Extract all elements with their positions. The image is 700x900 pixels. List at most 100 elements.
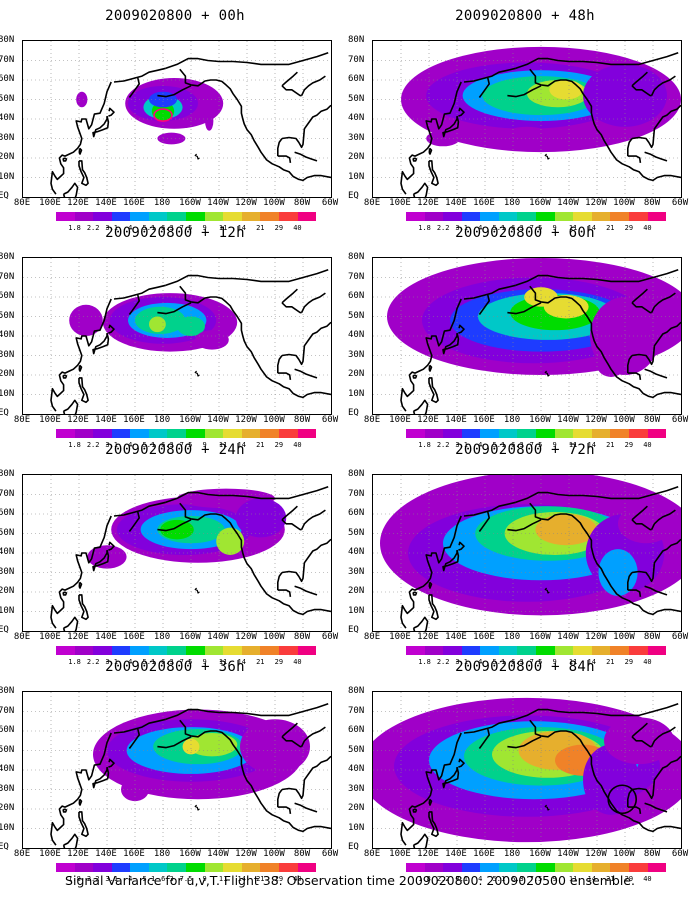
colorbar-swatch: [480, 212, 499, 221]
lon-tick-label: 120E: [67, 198, 89, 208]
lon-tick-label: 100W: [263, 415, 285, 425]
coastline: [507, 302, 542, 315]
colorbar-swatch: [461, 429, 481, 438]
coastline: [277, 372, 292, 381]
lon-tick-label: 160W: [179, 415, 201, 425]
lat-tick-label: 60N: [0, 291, 15, 301]
lon-tick-label: 100E: [389, 632, 411, 642]
lon-tick-label: 80W: [293, 415, 311, 425]
coastline: [157, 302, 192, 315]
variance-contour: [235, 498, 287, 538]
variance-contour: [583, 744, 639, 815]
lon-tick-label: 120W: [235, 632, 257, 642]
colorbar-swatch: [443, 429, 462, 438]
coastline: [78, 364, 83, 372]
map-panel: 2009020800 + 00h 80N 70N 60N 50N 40N 30N 20N 10N…: [0, 0, 350, 232]
coastline: [113, 284, 166, 300]
coastline: [179, 285, 331, 399]
lon-tick-label: 180: [503, 632, 521, 642]
lon-tick-label: 120E: [417, 198, 439, 208]
coastline: [627, 138, 633, 157]
colorbar-swatch: [554, 212, 574, 221]
coastline: [627, 806, 642, 815]
coastline: [194, 370, 200, 377]
lat-tick-label: 10N: [0, 605, 15, 616]
lon-tick-label: 100E: [39, 415, 61, 425]
coastline: [627, 589, 642, 598]
lat-tick-label: 10N: [348, 388, 365, 399]
coastline: [179, 719, 331, 833]
colorbar-swatch: [443, 863, 462, 872]
lat-tick-label: 80N: [348, 686, 365, 696]
colorbar-label: 4: [478, 224, 483, 232]
colorbar-swatch: [424, 863, 444, 872]
coastline: [412, 833, 429, 848]
colorbar-label: 3.1: [455, 441, 469, 449]
colorbar-swatch: [260, 863, 279, 872]
colorbar-swatch: [241, 429, 261, 438]
colorbar: [406, 212, 667, 221]
map-canvas: [23, 258, 331, 414]
colorbar-swatch: [498, 863, 518, 872]
colorbar-swatch: [278, 212, 298, 221]
colorbar-swatch: [647, 429, 667, 438]
coastline: [300, 292, 326, 313]
colorbar-label: 40: [643, 875, 652, 883]
coastline: [165, 51, 329, 70]
lon-tick-label: 120E: [417, 849, 439, 859]
map-panel: 2009020800 + 72h 80N 70N 60N 50N 40N 30N 20N 10N…: [348, 434, 700, 666]
coastline: [442, 115, 460, 138]
coastline: [165, 702, 329, 721]
coastline: [294, 151, 318, 162]
coastline: [281, 288, 298, 304]
colorbar-swatch: [498, 212, 518, 221]
colorbar-swatch: [260, 212, 279, 221]
colorbar-swatch: [573, 212, 592, 221]
colorbar-label: 2.2: [86, 224, 100, 232]
coastline: [281, 104, 331, 149]
lat-tick-label: 10N: [0, 388, 15, 399]
colorbar-swatch: [148, 863, 168, 872]
variance-contour: [216, 527, 245, 555]
colorbar-swatch: [591, 212, 611, 221]
lon-tick-label: 160W: [529, 415, 551, 425]
colorbar-swatch: [480, 646, 499, 655]
variance-contour: [618, 504, 674, 544]
coastline: [627, 372, 642, 381]
coastline: [627, 789, 633, 808]
colorbar-label: 29: [624, 658, 634, 666]
coastline: [281, 321, 331, 366]
colorbar-swatch: [223, 863, 242, 872]
coastline: [631, 538, 681, 583]
colorbar-label: 2.2: [436, 441, 450, 449]
colorbar-swatch: [148, 212, 168, 221]
colorbar-label: 29: [624, 875, 634, 883]
variance-contour: [76, 91, 88, 108]
coastline: [458, 107, 465, 117]
colorbar-label: 7.5: [179, 658, 193, 666]
colorbar-swatch: [461, 646, 481, 655]
colorbar-swatch: [297, 863, 317, 872]
colorbar-label: 6.3: [161, 224, 174, 232]
lon-tick-label: 140E: [95, 198, 117, 208]
variance-shading: [87, 488, 287, 569]
colorbar-swatch: [406, 863, 425, 872]
coastline: [128, 294, 140, 315]
colorbar-label: 4: [478, 875, 483, 883]
lat-tick-label: 70N: [0, 488, 15, 499]
colorbar-swatch: [480, 429, 499, 438]
lon-tick-label: 80E: [363, 198, 381, 208]
coastline: [78, 147, 83, 155]
lon-tick-label: 140E: [445, 632, 467, 642]
colorbar-label: 7.5: [179, 875, 193, 883]
colorbar-swatch: [610, 863, 629, 872]
lat-tick-label: 30N: [348, 783, 365, 794]
coastline: [62, 591, 68, 596]
lon-tick-label: 160E: [123, 849, 145, 859]
coastline: [128, 728, 140, 749]
colorbar-swatch: [204, 646, 224, 655]
lat-tick-label: 80N: [0, 35, 15, 45]
colorbar-swatch: [517, 212, 537, 221]
coastline: [544, 587, 550, 594]
lat-tick-label: 50N: [348, 527, 365, 538]
